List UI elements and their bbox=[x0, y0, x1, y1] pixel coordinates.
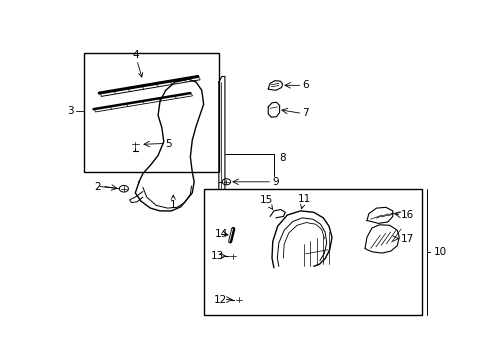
Bar bbox=[204, 189, 422, 315]
Text: 13: 13 bbox=[211, 251, 224, 261]
Text: 2: 2 bbox=[95, 181, 101, 192]
Text: 5: 5 bbox=[166, 139, 172, 149]
Text: 8: 8 bbox=[280, 153, 286, 163]
Text: 1: 1 bbox=[170, 195, 176, 210]
Text: 11: 11 bbox=[297, 194, 311, 209]
Text: 17: 17 bbox=[401, 234, 415, 244]
Text: 7: 7 bbox=[302, 108, 309, 118]
Text: 9: 9 bbox=[272, 177, 279, 187]
Text: 15: 15 bbox=[260, 195, 273, 209]
Text: 6: 6 bbox=[302, 80, 309, 90]
Text: 14: 14 bbox=[215, 229, 228, 239]
Bar bbox=[84, 53, 219, 172]
Text: 12: 12 bbox=[214, 294, 227, 305]
Text: 4: 4 bbox=[132, 50, 143, 77]
Text: 3: 3 bbox=[68, 106, 74, 116]
Text: 10: 10 bbox=[433, 247, 446, 257]
Text: 16: 16 bbox=[401, 210, 415, 220]
